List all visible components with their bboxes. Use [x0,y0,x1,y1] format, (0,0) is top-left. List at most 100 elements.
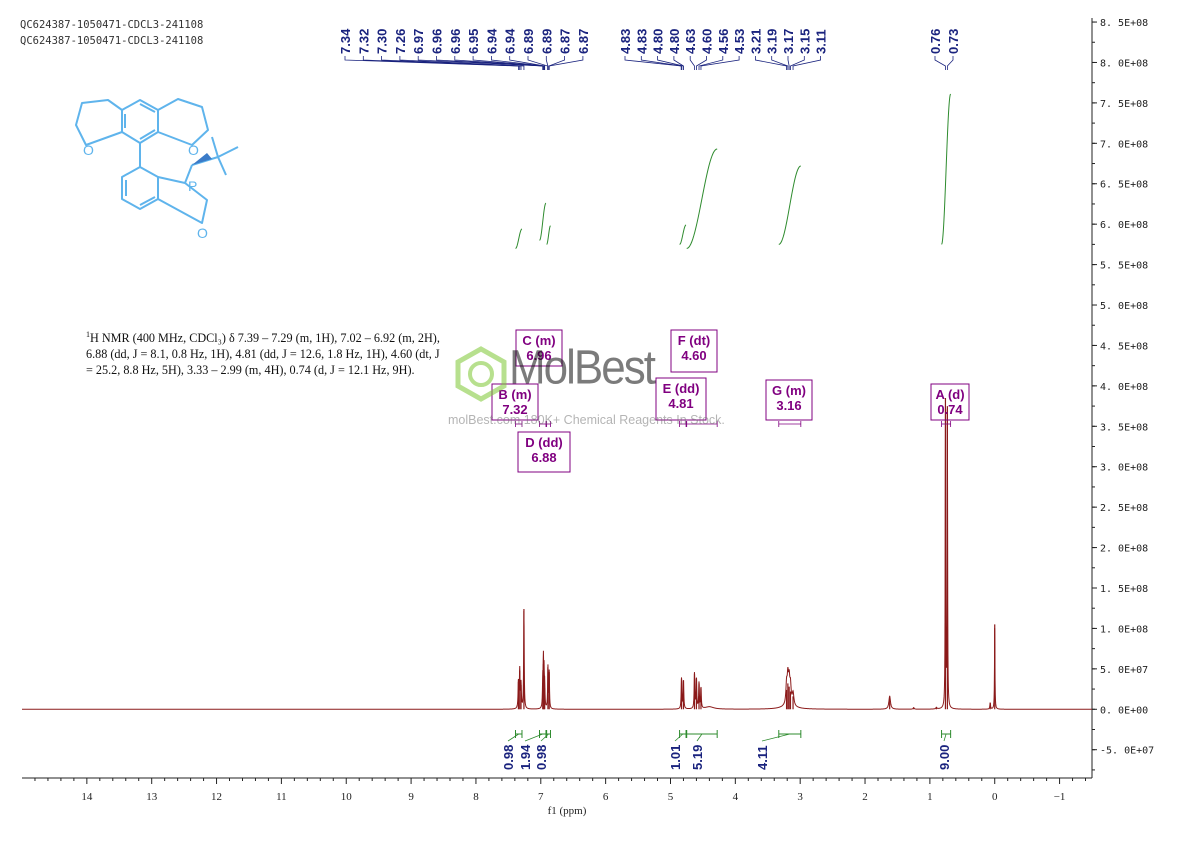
integral-value: 1.94 [518,744,533,770]
peak-label-group: 4.83 [618,29,633,54]
peak-label-group: 4.53 [732,29,747,54]
peak-label-group: 7.30 [375,29,390,54]
multiplet-box [765,379,813,421]
peak-label-group: 3.21 [748,29,763,54]
peak-label-group: 4.80 [667,29,682,54]
sample-id-line-2: QC624387-1050471-CDCL3-241108 [20,35,204,47]
multiplet-value: 6.88 [531,450,556,465]
peak-label: 6.95 [466,29,481,54]
integral-value: 5.19 [690,745,705,770]
x-tick-label: 1 [927,791,933,803]
atom-label-o2: O [188,142,199,158]
peak-label-leader [792,56,821,70]
peak-label-group: 4.60 [700,29,715,54]
peak-label-leader [946,56,954,70]
peak-label-group: 0.76 [928,29,943,54]
nmr-description: 1H NMR (400 MHz, CDCl₃) δ 7.39 – 7.29 (m… [86,327,441,378]
peak-label-leader [771,56,789,70]
x-tick-label: 7 [538,791,544,803]
y-tick-label: 2. 5E+08 [1100,503,1148,514]
peak-label-group: 0.73 [946,29,961,54]
molbest-watermark: MolBest molBest.com,180K+ Chemical Reage… [448,340,752,433]
peak-label-leader [548,56,584,70]
peak-label-group: 7.34 [338,28,353,54]
peak-label-group: 7.26 [393,29,408,54]
peak-label: 0.73 [946,29,961,54]
peak-label: 7.34 [338,28,353,54]
watermark-logo-icon [455,346,507,402]
integral-leader [761,733,790,742]
peak-label: 6.89 [521,29,536,54]
integral-curve [515,228,523,249]
peak-label-leader [696,56,707,70]
peak-label: 6.96 [430,29,445,54]
y-tick-label: 6. 5E+08 [1100,180,1148,191]
multiplet-box [930,383,970,421]
peak-label: 6.87 [576,29,591,54]
x-tick-label: 8 [473,791,479,803]
integral-value: 0.98 [501,745,516,770]
peak-label-leader [362,56,521,70]
peak-label: 4.83 [634,29,649,54]
multiplet-value: 4.81 [668,396,693,411]
y-tick-label: 3. 0E+08 [1100,463,1148,474]
peak-label-leader [545,56,549,70]
multiplet-value: 7.32 [502,402,527,417]
x-tick-label: 5 [668,791,674,803]
x-tick-label: −1 [1054,791,1066,803]
watermark-brand: MolBest [509,340,656,395]
y-tick-label: 0. 0E+00 [1100,705,1148,716]
peak-label-leader [787,56,790,70]
integral-value-group: 0.98 [501,745,516,770]
y-tick-label: 2. 0E+08 [1100,544,1148,555]
integral-curve [778,165,801,245]
peak-label-group: 3.19 [765,29,780,54]
peak-label-group: 6.96 [448,29,463,54]
multiplet-value: 6.96 [526,348,551,363]
y-tick-label: 8. 0E+08 [1100,58,1148,69]
integral-value: 0.98 [534,745,549,770]
y-tick-label: 6. 0E+08 [1100,220,1148,231]
x-tick-label: 0 [992,791,998,803]
peak-label: 6.87 [558,29,573,54]
x-axis-label: f1 (ppm) [548,805,587,817]
peak-label-leader [640,56,682,70]
integral-leader [507,733,519,742]
x-tick-label: 12 [211,791,222,803]
x-tick-label: 4 [733,791,739,803]
multiplet-box [515,329,563,367]
multiplet-box [655,377,707,421]
multiplet-value: 3.16 [776,398,801,413]
peak-label-group: 4.63 [683,29,698,54]
y-tick-label: 5. 0E+08 [1100,301,1148,312]
peak-label-leader [624,56,682,70]
x-tick-label: 9 [408,791,414,803]
integral-value: 1.01 [668,745,683,770]
peak-label-group: 6.87 [576,29,591,54]
multiplet-label: D (dd) [525,435,563,450]
peak-label-group: 4.80 [651,29,666,54]
integral-curve [539,202,547,241]
multiplet-box [517,431,571,473]
peak-label: 3.19 [765,29,780,54]
multiplet-label: F (dt) [678,333,710,348]
integral-leader [524,733,543,742]
peak-label-leader [700,56,740,70]
x-tick-label: 6 [603,791,609,803]
peak-label-leader [509,56,546,70]
peak-label: 0.76 [928,29,943,54]
x-tick-label: 2 [862,791,868,803]
peak-label: 3.21 [748,29,763,54]
x-tick-label: 13 [146,791,158,803]
peak-label-leader [934,56,946,70]
peak-label-group: 4.56 [716,29,731,54]
peak-label-group: 6.94 [503,28,518,54]
peak-label-group: 3.15 [797,29,812,54]
peak-label-leader [698,56,724,70]
x-tick-label: 3 [797,791,803,803]
integral-value: 4.11 [755,745,770,770]
peak-label-leader [689,56,695,70]
peak-label-leader [673,56,684,70]
peak-label: 4.56 [716,29,731,54]
